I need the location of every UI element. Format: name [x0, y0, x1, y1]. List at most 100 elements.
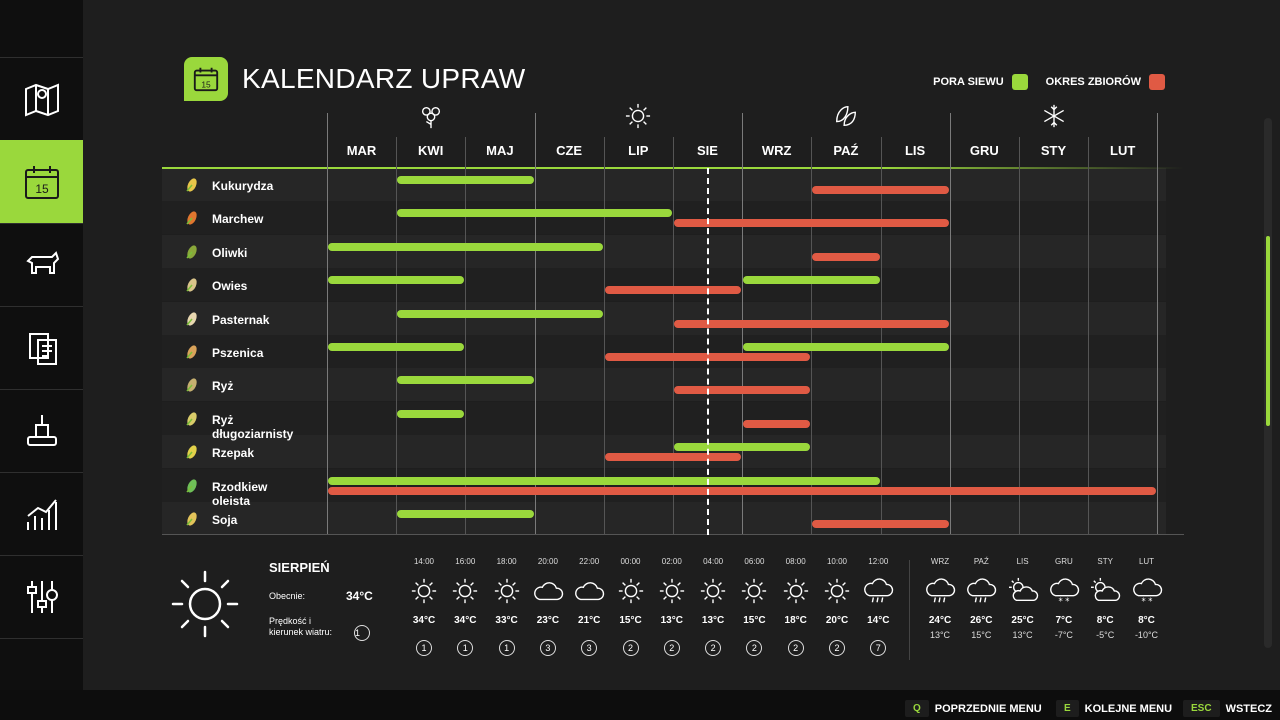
sow-period-bar — [397, 209, 672, 218]
radish-icon — [183, 477, 201, 495]
parsnip-icon — [183, 310, 201, 328]
crop-row[interactable] — [162, 368, 1166, 402]
current-temp: 34°C — [346, 589, 373, 603]
hourly-forecast-item: 20:00 23°C 3 — [528, 557, 568, 656]
forecast-high: 8°C — [1138, 615, 1155, 626]
forecast-month: GRU — [1055, 557, 1073, 566]
monthly-forecast-item: GRU * * 7°C -7°C — [1044, 557, 1084, 640]
prev-menu-hint[interactable]: Q POPRZEDNIE MENU — [905, 700, 1042, 717]
crop-row[interactable] — [162, 468, 1166, 502]
current-wind: 1 — [354, 625, 370, 641]
sun-icon — [611, 577, 651, 607]
harvest-period-bar — [812, 252, 880, 261]
crop-row[interactable] — [162, 401, 1166, 435]
monthly-forecast-item: PAŹ 26°C 15°C — [961, 557, 1001, 640]
forecast-temp: 15°C — [743, 615, 766, 626]
rain-cloud-icon — [920, 577, 960, 607]
wind-indicator: 2 — [705, 640, 722, 656]
sow-period-bar — [397, 309, 603, 318]
month-label-cze: CZE — [556, 143, 583, 158]
scrollbar[interactable] — [1264, 118, 1272, 648]
crop-row[interactable] — [162, 201, 1166, 235]
month-gridline — [811, 137, 813, 535]
month-gridline — [1157, 113, 1159, 535]
rice-icon — [183, 376, 201, 394]
crop-name: Ryż — [212, 379, 234, 394]
harvest-period-bar — [604, 286, 742, 295]
settings-icon — [26, 581, 58, 613]
oat-icon — [183, 276, 201, 294]
forecast-low: -5°C — [1096, 630, 1115, 640]
flower-icon — [418, 103, 444, 129]
sow-period-bar — [674, 443, 811, 452]
back-label: WSTECZ — [1225, 702, 1273, 715]
documents-icon — [28, 333, 57, 365]
sidebar-item-animals[interactable] — [0, 223, 83, 306]
forecast-temp: 21°C — [578, 615, 601, 626]
month-label-sty: STY — [1040, 143, 1067, 158]
scrollbar-thumb[interactable] — [1266, 236, 1270, 426]
crop-row[interactable] — [162, 234, 1166, 268]
month-gridline — [1019, 137, 1020, 535]
month-label-mar: MAR — [346, 143, 377, 158]
forecast-temp: 15°C — [619, 615, 642, 626]
sidebar-item-calendar[interactable]: 15 — [0, 140, 91, 223]
month-gridline — [949, 113, 951, 535]
sun-icon — [817, 577, 857, 607]
hourly-forecast-item: 12:00 14°C 7 — [858, 557, 898, 656]
crop-row[interactable] — [162, 301, 1166, 335]
forecast-month: STY — [1097, 557, 1113, 566]
crop-name: Soja — [212, 513, 238, 527]
forecast-high: 24°C — [928, 615, 952, 626]
forecast-time: 02:00 — [661, 557, 682, 566]
key-e: E — [1056, 700, 1079, 717]
sun-icon — [171, 570, 239, 638]
forecast-time: 10:00 — [826, 557, 848, 566]
sow-period-bar — [397, 176, 534, 184]
harvest-period-bar — [674, 386, 811, 395]
wind-indicator: 2 — [746, 640, 763, 656]
crop-row[interactable] — [162, 502, 1166, 535]
forecast-month: LIS — [1016, 557, 1029, 566]
crop-row[interactable] — [162, 335, 1166, 368]
forecast-time: 16:00 — [455, 557, 476, 566]
hourly-forecast-item: 22:00 21°C 3 — [569, 557, 609, 656]
svg-text:* *: * * — [1141, 596, 1152, 605]
wind-label: Prędkość i kierunek wiatru: — [269, 616, 333, 637]
rain-cloud-icon — [961, 577, 1001, 607]
sidebar-item-contracts[interactable] — [0, 306, 83, 389]
crop-name: Pszenica — [212, 346, 264, 360]
crop-row[interactable] — [162, 268, 1166, 302]
chart-icon — [26, 499, 57, 530]
monthly-forecast-item: LUT * * 8°C -10°C — [1127, 557, 1167, 640]
sun-icon — [487, 577, 527, 607]
monthly-forecast-item: LIS 25°C 13°C — [1003, 557, 1043, 640]
back-hint[interactable]: ESC WSTECZ — [1183, 700, 1272, 717]
crop-row[interactable] — [162, 168, 1166, 201]
long-rice-icon — [183, 410, 201, 428]
corn-icon — [183, 176, 201, 194]
next-menu-hint[interactable]: E KOLEJNE MENU — [1056, 700, 1172, 717]
sidebar-item-settings[interactable] — [0, 555, 83, 638]
legend-sow-label: PORA SIEWU — [933, 76, 1004, 88]
hourly-forecast-item: 02:00 13°C 2 — [652, 557, 692, 656]
sidebar-item-map[interactable] — [0, 57, 83, 140]
weather-month: SIERPIEŃ — [269, 560, 330, 575]
crop-name: Pasternak — [212, 312, 270, 327]
hourly-forecast-item: 00:00 15°C 2 — [611, 557, 651, 656]
weather-panel: SIERPIEŃ Obecnie: 34°C Prędkość i kierune… — [162, 545, 1182, 670]
forecast-time: 06:00 — [744, 557, 765, 566]
olive-icon — [183, 243, 201, 261]
crop-row[interactable] — [162, 435, 1166, 469]
map-icon — [24, 83, 59, 117]
key-esc: ESC — [1183, 700, 1220, 717]
carrot-icon — [183, 209, 201, 227]
sow-period-bar — [328, 242, 603, 251]
forecast-time: 22:00 — [579, 557, 600, 566]
crop-name: Kukurydza — [212, 179, 274, 193]
sidebar-item-statistics[interactable] — [0, 472, 83, 555]
harvest-period-bar — [743, 419, 811, 428]
wind-indicator: 1 — [457, 640, 474, 656]
sidebar-item-production[interactable] — [0, 389, 83, 472]
cloud-icon — [569, 577, 609, 607]
